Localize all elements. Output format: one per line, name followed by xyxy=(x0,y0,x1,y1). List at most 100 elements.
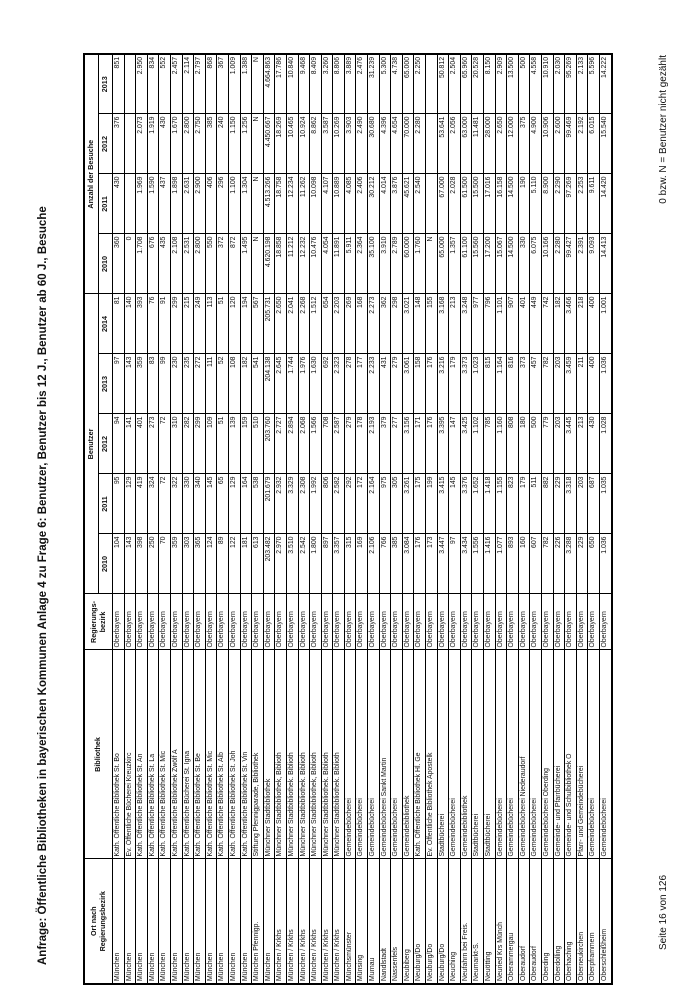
besuche-2013-cell: 2.133 xyxy=(576,53,588,114)
besuche-2013-cell: N xyxy=(251,53,264,114)
besuche-2012-cell: 99.469 xyxy=(564,113,577,174)
bezirk-cell: Oberbayern xyxy=(506,594,519,650)
benutzer-2010-cell: 1.416 xyxy=(483,534,496,594)
besuche-2010-cell: 1.495 xyxy=(240,233,252,294)
benutzer-2013-cell: 373 xyxy=(518,354,530,414)
benutzer-2014-cell: 215 xyxy=(182,293,194,354)
benutzer-2011-cell: 1.155 xyxy=(495,474,507,534)
besuche-2012-cell: 3.587 xyxy=(321,113,333,174)
besuche-2010-cell: 11.891 xyxy=(332,233,345,294)
table-row: Neuried Krs Münch Gemeindebücherei Oberbay… xyxy=(495,53,507,984)
besuche-2012-cell: 8.862 xyxy=(309,113,322,174)
regierungsbezirk-column-header: Regierungs-bezirk xyxy=(84,594,113,650)
besuche-2012-cell: 6.015 xyxy=(587,113,600,174)
benutzer-2014-cell: 194 xyxy=(240,293,252,354)
bezirk-cell: Oberbayern xyxy=(321,594,333,650)
benutzer-2013-cell: 431 xyxy=(379,354,391,414)
ort-cell: München xyxy=(147,859,159,984)
benutzer-2011-cell: 72 xyxy=(158,474,171,534)
benutzer-2014-cell: 1.101 xyxy=(495,293,507,354)
benutzer-2011-cell: 229 xyxy=(553,474,565,534)
benutzer-2012-cell: 779 xyxy=(541,414,554,474)
table-row: Neuburg/Do Ev. Öffentliche Bibliothek Apo… xyxy=(425,53,438,984)
benutzer-2012-cell: 180 xyxy=(518,414,530,474)
benutzer-2014-cell: 3.248 xyxy=(460,293,472,354)
ort-header-line2: Regierungsbezirk xyxy=(97,891,107,952)
bibliothek-cell: Gemeinde- und Pfarrbücherei xyxy=(553,650,565,859)
benutzer-2012-cell: 401 xyxy=(135,414,148,474)
table-row: Nandlstadt Gemeindebücherei Sankt Martin O… xyxy=(379,53,391,984)
benutzer-2014-cell: 362 xyxy=(379,293,391,354)
benutzer-2014-cell: 140 xyxy=(124,293,136,354)
bibliothek-cell: Kath. Öffentliche Bibliothek Zwölf A xyxy=(170,650,183,859)
bezirk-cell: Oberbayern xyxy=(471,594,484,650)
table-header: Ort nach Regierungsbezirk Bibliothek Regier… xyxy=(84,53,113,984)
besuche-2013-cell: 1.009 xyxy=(228,53,241,114)
besuche-2012-cell: 1.670 xyxy=(170,113,183,174)
besuche-2012-cell: 2.600 xyxy=(553,113,565,174)
benutzer-2013-cell: 203 xyxy=(553,354,565,414)
bibliothek-cell: Kath. Öffentliche Bücherei St. Igna xyxy=(182,650,194,859)
table-row: München Kath. Öffentliche Bibliothek Zwöl… xyxy=(170,53,183,984)
benutzer-2010-cell: 3.357 xyxy=(332,534,345,594)
benutzer-2011-cell: 322 xyxy=(170,474,183,534)
besuche-year-header-2011: 2011 xyxy=(98,173,113,234)
besuche-2012-cell: 12.000 xyxy=(506,113,519,174)
besuche-2011-cell: 30.212 xyxy=(367,173,380,234)
benutzer-2013-cell: 2.323 xyxy=(332,354,345,414)
benutzer-2010-cell: 1.800 xyxy=(309,534,322,594)
benutzer-2010-cell: 2.970 xyxy=(274,534,287,594)
bibliothek-cell: Gemeindebücherei xyxy=(599,650,612,859)
benutzer-2010-cell: 122 xyxy=(228,534,241,594)
benutzer-2013-cell: 782 xyxy=(541,354,554,414)
besuche-2010-cell: 11.212 xyxy=(286,233,298,294)
bezirk-cell: Oberbayern xyxy=(587,594,600,650)
besuche-2012-cell: 18.269 xyxy=(274,113,287,174)
bezirk-cell: Oberbayern xyxy=(413,594,426,650)
besuche-2011-cell: 1.304 xyxy=(240,173,252,234)
table-row: München Kath. Öffentliche Bibliothek St. … xyxy=(193,53,206,984)
besuche-2013-cell xyxy=(425,53,438,114)
benutzer-2012-cell: 3.425 xyxy=(460,414,472,474)
table-row: München Pfennigp. Stiftung Pfennigparade,… xyxy=(251,53,264,984)
benutzer-2010-cell: 143 xyxy=(124,534,136,594)
bibliothek-cell: Gemeindebücherei Niederaudorf xyxy=(518,650,530,859)
besuche-year-header-2012: 2012 xyxy=(98,113,113,174)
benutzer-2012-cell: 299 xyxy=(193,414,206,474)
besuche-2013-cell: 65.000 xyxy=(402,53,414,114)
table-row: Oberding Gemeindebücherei Oberding Oberbay… xyxy=(541,53,554,984)
benutzer-2013-cell: 1.976 xyxy=(298,354,310,414)
besuche-2011-cell: 2.540 xyxy=(413,173,426,234)
benutzer-2013-cell: 3.216 xyxy=(437,354,449,414)
bibliothek-cell: Gemeindebücherei xyxy=(587,650,600,859)
bibliothek-cell: Kath. Öffentliche Bibliothek St. An xyxy=(135,650,148,859)
benutzer-2014-cell: 400 xyxy=(587,293,600,354)
benutzer-2011-cell: 129 xyxy=(228,474,241,534)
besuche-2010-cell: 35.100 xyxy=(367,233,380,294)
besuche-2011-cell: 4.085 xyxy=(344,173,356,234)
bezirk-cell: Oberbayern xyxy=(124,594,136,650)
benutzer-2011-cell: 175 xyxy=(413,474,426,534)
besuche-2010-cell: 360 xyxy=(112,233,125,294)
table-row: Neufahrn bei Freis. Gemeindebibliothek Obe… xyxy=(460,53,472,984)
benutzer-2011-cell: 2.308 xyxy=(298,474,310,534)
bezirk-cell: Oberbayern xyxy=(529,594,542,650)
besuche-2012-cell: 2.056 xyxy=(448,113,461,174)
bibliothek-cell: Gemeindebücherei xyxy=(506,650,519,859)
benutzer-2012-cell: 141 xyxy=(124,414,136,474)
besuche-2012-cell: 1.150 xyxy=(228,113,241,174)
benutzer-2010-cell: 650 xyxy=(587,534,600,594)
benutzer-2010-cell: 897 xyxy=(321,534,333,594)
ort-cell: Oberaudorf xyxy=(529,859,542,984)
benutzer-2013-cell: 52 xyxy=(216,354,229,414)
besuche-2011-cell: 430 xyxy=(112,173,125,234)
bezirk-cell: Oberbayern xyxy=(170,594,183,650)
benutzer-2011-cell: 172 xyxy=(355,474,368,534)
besuche-2011-cell: 15.500 xyxy=(471,173,484,234)
besuche-2013-cell: 2.950 xyxy=(135,53,148,114)
besuche-2013-cell: 17.786 xyxy=(274,53,287,114)
besuche-2010-cell: 5.911 xyxy=(344,233,356,294)
besuche-2013-cell xyxy=(124,53,136,114)
besuche-2012-cell: 63.000 xyxy=(460,113,472,174)
bezirk-cell: Oberbayern xyxy=(263,594,275,650)
